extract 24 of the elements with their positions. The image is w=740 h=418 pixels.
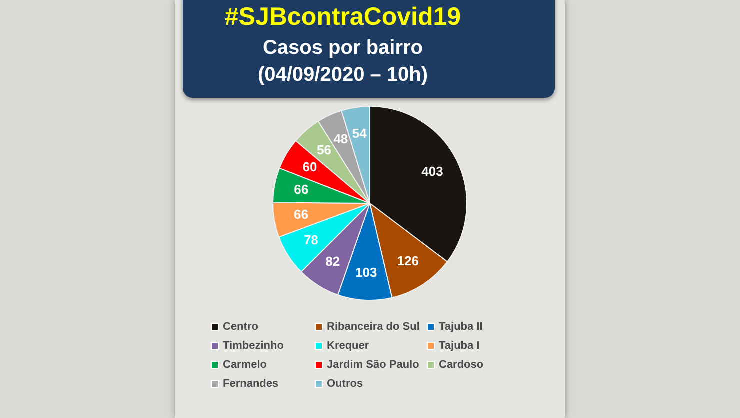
- data-label: 103: [356, 264, 378, 280]
- data-label: 78: [304, 232, 318, 248]
- data-label: 48: [334, 132, 348, 147]
- legend-label: Krequer: [327, 340, 370, 352]
- legend-label: Carmelo: [223, 358, 268, 370]
- legend-label: Tajuba II: [439, 320, 483, 332]
- legend-label: Outros: [327, 378, 364, 390]
- legend-label: Timbezinho: [223, 340, 284, 352]
- chart-title: #SJBcontraCovid19: [224, 3, 462, 32]
- data-label: 126: [397, 254, 419, 269]
- legend-label: Cardoso: [439, 358, 484, 370]
- data-label: 403: [422, 164, 444, 179]
- chart-subtitle: Casos por bairro (04/09/2020 – 10h): [256, 36, 430, 88]
- data-label: 82: [326, 254, 340, 270]
- legend-label: Jardim São Paulo: [327, 358, 420, 370]
- legend-label: Fernandes: [223, 378, 279, 390]
- data-label: 56: [316, 142, 332, 158]
- legend-label: Ribanceira do Sul: [327, 320, 420, 332]
- legend-label: Tajuba I: [439, 340, 480, 352]
- data-label: 60: [302, 159, 318, 174]
- legend-label: Centro: [223, 320, 258, 332]
- data-label: 66: [294, 182, 309, 197]
- data-label: 54: [352, 126, 368, 142]
- data-label: 66: [294, 207, 308, 222]
